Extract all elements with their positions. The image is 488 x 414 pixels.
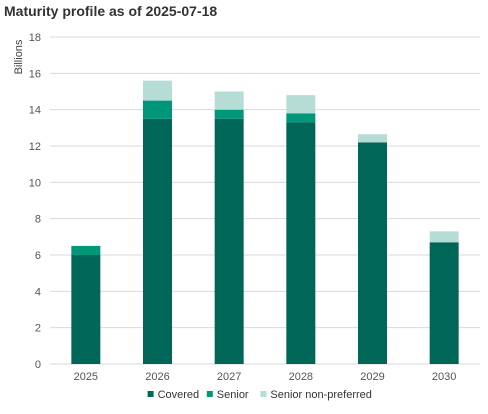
bar-senior-non-preferred: [143, 80, 172, 101]
x-tick-label: 2027: [217, 371, 241, 383]
chart-title: Maturity profile as of 2025-07-18: [4, 3, 218, 19]
bar-senior-non-preferred: [214, 91, 244, 110]
bar-senior-non-preferred: [429, 231, 459, 243]
y-tick-label: 10: [29, 177, 41, 189]
x-tick-label: 2025: [74, 371, 98, 383]
bar-covered: [358, 142, 387, 364]
y-tick-label: 0: [35, 359, 41, 371]
y-tick-label: 6: [35, 250, 41, 262]
bar-senior-non-preferred: [358, 134, 387, 143]
bar-covered: [71, 255, 101, 364]
legend-swatch-covered: [147, 391, 154, 397]
bar-senior: [214, 109, 244, 119]
bar-covered: [214, 118, 244, 364]
y-tick-label: 12: [29, 141, 41, 153]
bar-senior: [71, 245, 101, 255]
y-tick-label: 14: [29, 105, 41, 117]
y-axis-label: Billions: [13, 39, 25, 74]
y-tick-label: 18: [29, 32, 41, 44]
x-tick-label: 2029: [360, 371, 384, 383]
legend-swatch-senior: [206, 391, 213, 397]
bar-senior: [143, 100, 172, 119]
bar-senior: [286, 113, 316, 123]
x-tick-label: 2028: [289, 371, 313, 383]
y-tick-label: 16: [29, 68, 41, 80]
y-tick-label: 8: [35, 214, 41, 226]
bar-covered: [286, 122, 316, 364]
y-tick-label: 2: [35, 323, 41, 335]
legend-label: Covered: [158, 389, 200, 401]
x-tick-label: 2026: [145, 371, 169, 383]
bar-covered: [143, 118, 172, 364]
x-tick-label: 2030: [432, 371, 456, 383]
bar-covered: [429, 242, 459, 364]
bar-senior-non-preferred: [286, 95, 316, 114]
legend-swatch-senior-non-preferred: [260, 391, 267, 397]
legend-label: Senior non-preferred: [270, 389, 372, 401]
legend-label: Senior: [217, 389, 249, 401]
y-tick-label: 4: [35, 286, 41, 298]
